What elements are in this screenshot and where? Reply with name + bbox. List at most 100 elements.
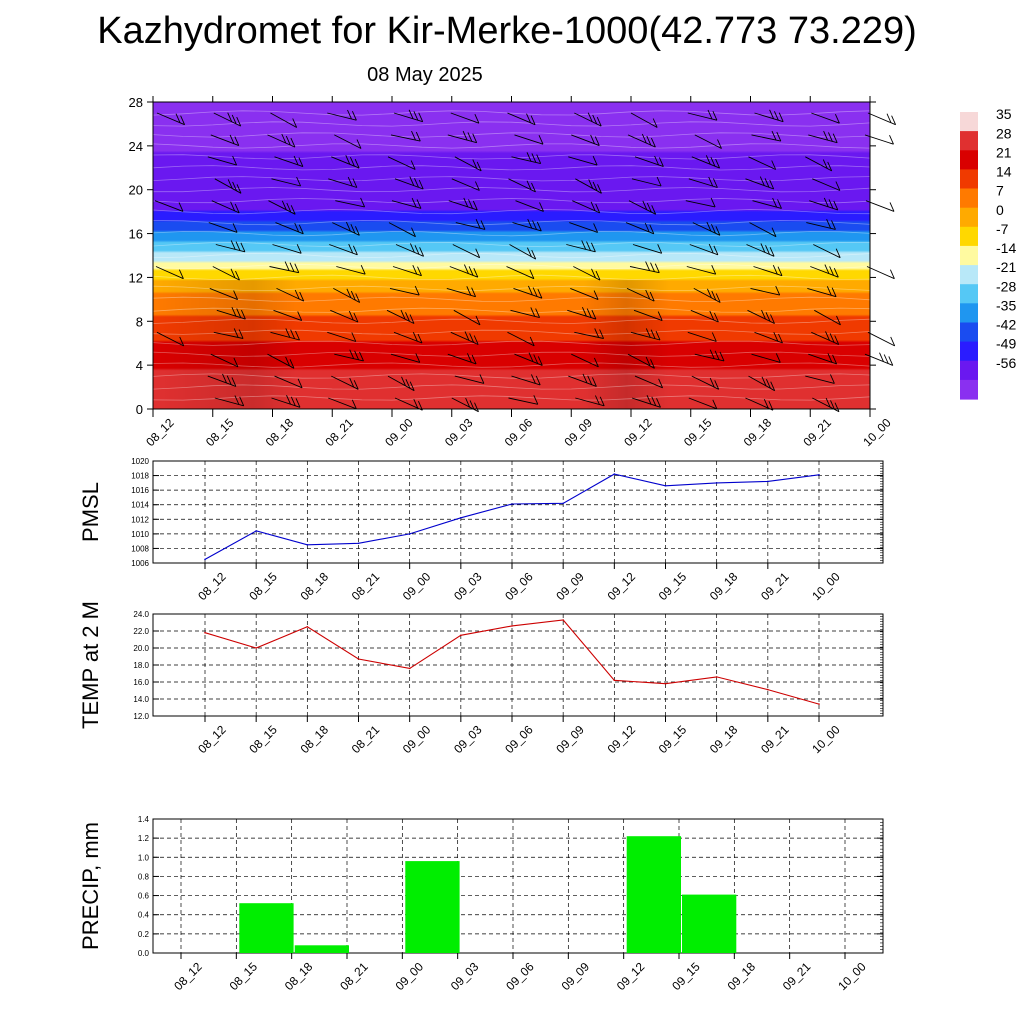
x-tick-label: 08_12 bbox=[195, 569, 229, 603]
wind-barb bbox=[393, 331, 423, 344]
wind-barb-flag bbox=[352, 245, 358, 255]
wind-barb-flag bbox=[777, 266, 783, 276]
wind-barb-flag bbox=[401, 376, 406, 386]
wind-barb bbox=[272, 244, 302, 254]
chart-date: 08 May 2025 bbox=[367, 64, 483, 86]
wind-barb-shaft bbox=[452, 244, 480, 259]
wind-barb-flag bbox=[592, 181, 598, 192]
wind-barb-flag bbox=[530, 374, 536, 384]
wind-barb-flag bbox=[595, 270, 601, 281]
wind-barb-flag bbox=[233, 328, 239, 338]
wind-barb-flag bbox=[715, 293, 721, 303]
wind-barb bbox=[867, 112, 897, 126]
wind-barb bbox=[566, 240, 596, 253]
wind-barb-flag bbox=[532, 287, 538, 297]
wind-barb-flag bbox=[411, 197, 417, 208]
wind-barb-flag bbox=[769, 179, 775, 190]
pmsl-panel: 1006 1008 1010 1012 1014 1016 1018 1020 08_12 08_… bbox=[78, 457, 884, 603]
wind-barb-flag bbox=[178, 269, 184, 279]
wind-barb-flag bbox=[296, 244, 302, 254]
wind-barb-flag bbox=[759, 176, 765, 186]
wind-barb-flag bbox=[350, 290, 356, 301]
wind-barb bbox=[331, 375, 359, 390]
x-tick-label: 08_12 bbox=[171, 959, 205, 993]
x-tick-label: 08_21 bbox=[337, 959, 371, 993]
wind-barb-shaft bbox=[515, 200, 544, 212]
colorbar-label: 35 bbox=[996, 106, 1012, 122]
wind-barb-flag bbox=[416, 199, 422, 209]
wind-barb-flag bbox=[531, 153, 537, 163]
series-point bbox=[715, 676, 718, 678]
colorbar-label: -49 bbox=[996, 336, 1016, 352]
wind-barb bbox=[746, 243, 775, 257]
wind-barb bbox=[751, 130, 782, 142]
wind-barb-shaft bbox=[335, 200, 365, 208]
wind-barb-flag bbox=[240, 242, 246, 252]
wind-barb-flag bbox=[536, 221, 542, 232]
wind-barb bbox=[271, 176, 302, 187]
wind-barb-shaft bbox=[334, 134, 362, 149]
wind-barb-flag bbox=[480, 220, 486, 230]
wind-barb-flag bbox=[462, 130, 468, 141]
wind-barb-shaft bbox=[508, 178, 536, 193]
wind-barb bbox=[627, 133, 656, 148]
x-tick-label: 09_12 bbox=[605, 722, 639, 756]
wind-barb-flag bbox=[463, 264, 469, 274]
wind-barb bbox=[209, 287, 239, 301]
wind-barb-flag bbox=[825, 331, 830, 341]
wind-barb bbox=[211, 200, 240, 214]
wind-barb-flag bbox=[234, 203, 240, 214]
wind-barb-flag bbox=[889, 135, 894, 145]
y-tick-label: 1.2 bbox=[138, 834, 150, 843]
wind-barb-flag bbox=[657, 244, 663, 254]
wind-barb-shaft bbox=[331, 375, 359, 390]
x-tick-label: 09_18 bbox=[741, 415, 775, 449]
wind-barb-flag bbox=[594, 136, 600, 146]
y-axis-title: PRECIP, mm bbox=[78, 822, 103, 950]
wind-barb-flag bbox=[717, 139, 722, 149]
wind-barb-flag bbox=[290, 396, 296, 406]
y-axis-title: PMSL bbox=[78, 482, 103, 542]
isotherm bbox=[152, 165, 871, 171]
colorbar-label: 14 bbox=[996, 164, 1012, 180]
wind-barb-shaft bbox=[446, 287, 476, 298]
series-point bbox=[255, 530, 257, 532]
wind-barb-shaft bbox=[156, 112, 185, 126]
wind-barb-shaft bbox=[207, 156, 237, 166]
x-tick-label: 09_21 bbox=[780, 959, 814, 993]
wind-barb bbox=[508, 178, 536, 193]
wind-barb-flag bbox=[286, 395, 291, 405]
wind-barb-flag bbox=[712, 111, 718, 121]
wind-barb-flag bbox=[417, 333, 423, 344]
wind-barb-shaft bbox=[331, 156, 360, 169]
wind-barb-shaft bbox=[508, 397, 538, 405]
series-point bbox=[664, 682, 667, 685]
wind-barb-shaft bbox=[274, 375, 303, 389]
wind-barb-flag bbox=[713, 245, 719, 255]
wind-barb-shaft bbox=[513, 287, 543, 299]
wind-barb-shaft bbox=[336, 266, 366, 275]
wind-barb-flag bbox=[649, 224, 655, 234]
isotherm bbox=[152, 252, 871, 259]
x-tick-label: 09_12 bbox=[621, 415, 655, 449]
wind-barb-flag bbox=[823, 130, 829, 141]
colorbar-label: 7 bbox=[996, 183, 1004, 199]
wind-barb-flag bbox=[413, 399, 419, 409]
wind-barb-shaft bbox=[387, 156, 416, 170]
series-point bbox=[562, 502, 564, 505]
wind-barb bbox=[156, 331, 185, 347]
wind-barb-shaft bbox=[867, 112, 896, 126]
wind-barb bbox=[575, 178, 602, 194]
wind-barb-flag bbox=[773, 332, 779, 342]
series-point bbox=[204, 631, 206, 634]
wind-barb bbox=[813, 244, 841, 259]
wind-barb-flag bbox=[231, 377, 237, 387]
y-tick-label: 0.8 bbox=[138, 872, 150, 881]
wind-barb bbox=[394, 176, 424, 190]
wind-barb bbox=[690, 309, 719, 323]
x-tick-label: 09_18 bbox=[707, 722, 741, 756]
wind-barb bbox=[386, 309, 415, 324]
temp2m-panel: 12.0 14.0 16.0 18.0 20.0 22.0 24.0 08_12 08_15 08… bbox=[78, 601, 884, 756]
wind-barb bbox=[693, 288, 721, 303]
wind-barb bbox=[574, 112, 602, 127]
